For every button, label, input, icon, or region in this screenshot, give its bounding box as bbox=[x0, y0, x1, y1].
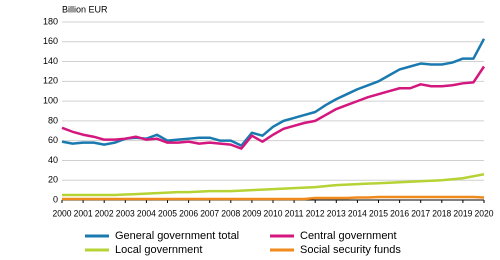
y-tick-label: 60 bbox=[48, 135, 58, 145]
legend-label: General government total bbox=[115, 230, 239, 242]
x-tick-label: 2017 bbox=[411, 208, 430, 218]
legend-label: Social security funds bbox=[300, 244, 401, 256]
y-tick-label: 20 bbox=[48, 175, 58, 185]
y-tick-label: 140 bbox=[43, 56, 58, 66]
series-line bbox=[62, 173, 485, 197]
series-line bbox=[61, 65, 486, 150]
x-tick-label: 2013 bbox=[327, 208, 346, 218]
x-tick-label: 2012 bbox=[306, 208, 325, 218]
x-tick-label: 2006 bbox=[179, 208, 198, 218]
y-tick-label: 160 bbox=[43, 36, 58, 46]
x-tick-label: 2014 bbox=[348, 208, 367, 218]
x-tick-label: 2019 bbox=[453, 208, 472, 218]
x-tick-label: 2003 bbox=[116, 208, 135, 218]
y-axis-label: Billion EUR bbox=[62, 4, 108, 14]
y-tick-label: 40 bbox=[48, 155, 58, 165]
y-tick-label: 120 bbox=[43, 76, 58, 86]
legend-label: Central government bbox=[300, 230, 397, 242]
x-tick-label: 2018 bbox=[432, 208, 451, 218]
x-tick-label: 2009 bbox=[242, 208, 261, 218]
y-tick-label: 80 bbox=[48, 115, 58, 125]
x-tick-label: 2020 bbox=[475, 208, 494, 218]
x-tick-label: 2001 bbox=[74, 208, 93, 218]
x-tick-label: 2005 bbox=[158, 208, 177, 218]
legend-label: Local government bbox=[115, 244, 202, 256]
x-tick-label: 2016 bbox=[390, 208, 409, 218]
y-tick-label: 180 bbox=[43, 16, 58, 26]
x-tick-label: 2002 bbox=[95, 208, 114, 218]
y-tick-label: 0 bbox=[53, 194, 58, 204]
x-tick-label: 2007 bbox=[200, 208, 219, 218]
series-line bbox=[61, 38, 486, 147]
x-tick-label: 2015 bbox=[369, 208, 388, 218]
x-tick-label: 2011 bbox=[285, 208, 304, 218]
x-tick-label: 2010 bbox=[264, 208, 283, 218]
series-line bbox=[62, 195, 485, 201]
x-tick-label: 2000 bbox=[53, 208, 72, 218]
y-tick-label: 100 bbox=[43, 95, 58, 105]
x-tick-label: 2004 bbox=[137, 208, 156, 218]
x-tick-label: 2008 bbox=[221, 208, 240, 218]
